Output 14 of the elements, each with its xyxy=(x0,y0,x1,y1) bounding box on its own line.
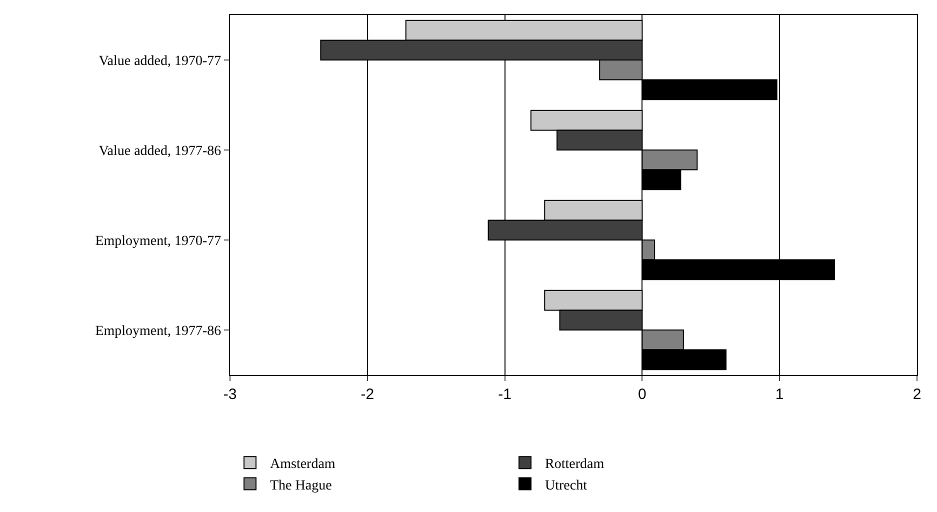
legend-label: Amsterdam xyxy=(270,457,336,472)
y-tick-label: Employment, 1977-86 xyxy=(95,324,222,339)
x-tick-label: -3 xyxy=(223,386,237,403)
legend-label: Utrecht xyxy=(545,478,588,494)
y-tick-label: Value added, 1977-86 xyxy=(98,144,222,159)
x-tick-label: -1 xyxy=(498,386,512,403)
x-tick-label: -2 xyxy=(360,386,374,403)
x-tick-label: 1 xyxy=(775,386,784,403)
legend-label: Rotterdam xyxy=(545,457,604,472)
legend-label: The Hague xyxy=(270,478,332,494)
y-tick-label: Value added, 1970-77 xyxy=(98,54,222,69)
x-tick-label: 2 xyxy=(912,386,922,403)
y-tick-label: Employment, 1970-77 xyxy=(95,234,222,249)
x-tick-label: 0 xyxy=(638,386,646,403)
